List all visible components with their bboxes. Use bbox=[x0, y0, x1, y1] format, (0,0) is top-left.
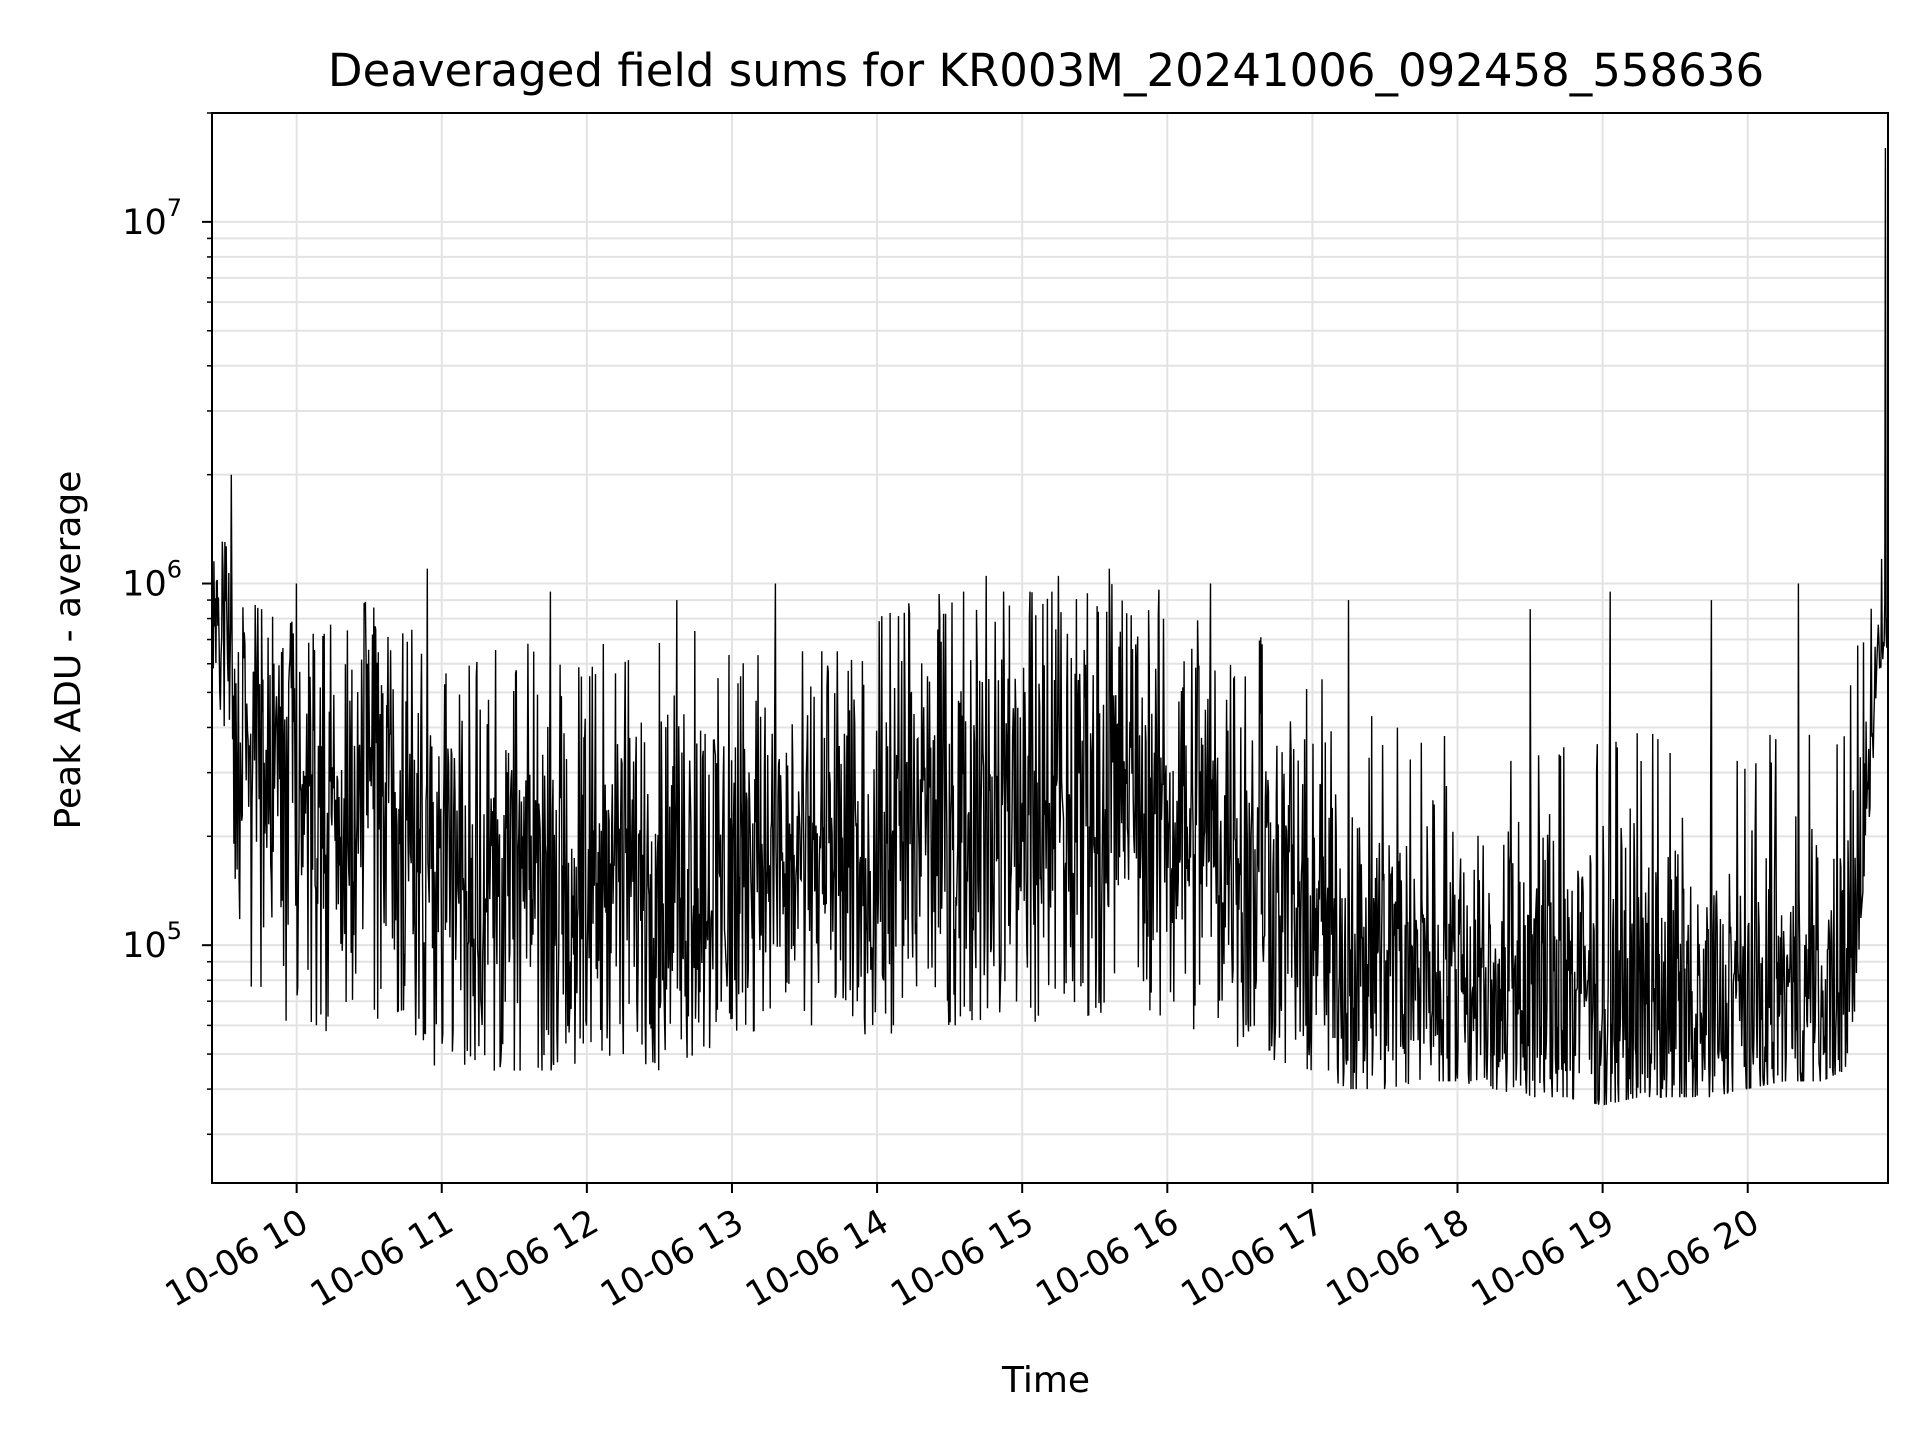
chart-title: Deaveraged field sums for KR003M_2024100… bbox=[328, 44, 1764, 97]
plot-frame bbox=[211, 112, 1889, 1184]
x-axis-label: Time bbox=[1001, 1360, 1090, 1401]
series-line bbox=[211, 147, 1889, 1106]
y-tick-label: 105 bbox=[122, 917, 182, 966]
y-axis-label: Peak ADU - average bbox=[48, 471, 89, 830]
data-series bbox=[211, 147, 1889, 1106]
y-tick-label: 106 bbox=[122, 556, 182, 605]
y-tick-label: 107 bbox=[122, 194, 182, 243]
